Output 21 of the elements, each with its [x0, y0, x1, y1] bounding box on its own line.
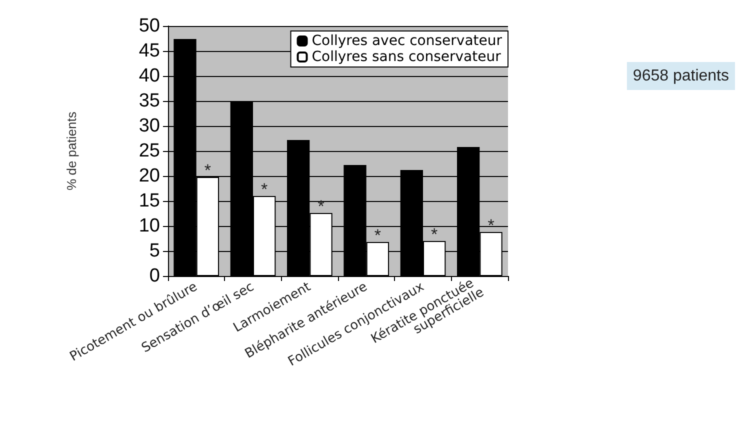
annotation: *	[261, 180, 268, 199]
y-tick-label: 25	[138, 140, 160, 162]
legend-label: Collyres sans conservateur	[312, 49, 502, 65]
y-tick-label: 30	[138, 116, 160, 136]
y-tick-label: 15	[138, 190, 160, 212]
y-tick-label: 45	[138, 40, 160, 62]
y-tick-label: 20	[138, 166, 160, 186]
y-tick-label: 35	[138, 90, 160, 112]
legend-label: Collyres avec conservateur	[312, 33, 502, 49]
y-tick-label: 10	[138, 216, 160, 236]
y-tick-label: 50	[138, 16, 160, 36]
y-axis-title: % de patients	[64, 111, 79, 190]
annotation: *	[374, 226, 382, 245]
annotation: *	[488, 216, 495, 235]
annotation: *	[204, 161, 212, 180]
y-tick-label: 40	[138, 66, 160, 86]
y-tick-label: 5	[149, 240, 160, 262]
y-tick-label: 0	[149, 266, 160, 286]
annotation: *	[318, 197, 325, 216]
text: 9658 patients	[632, 68, 729, 84]
annotation: *	[431, 225, 438, 244]
